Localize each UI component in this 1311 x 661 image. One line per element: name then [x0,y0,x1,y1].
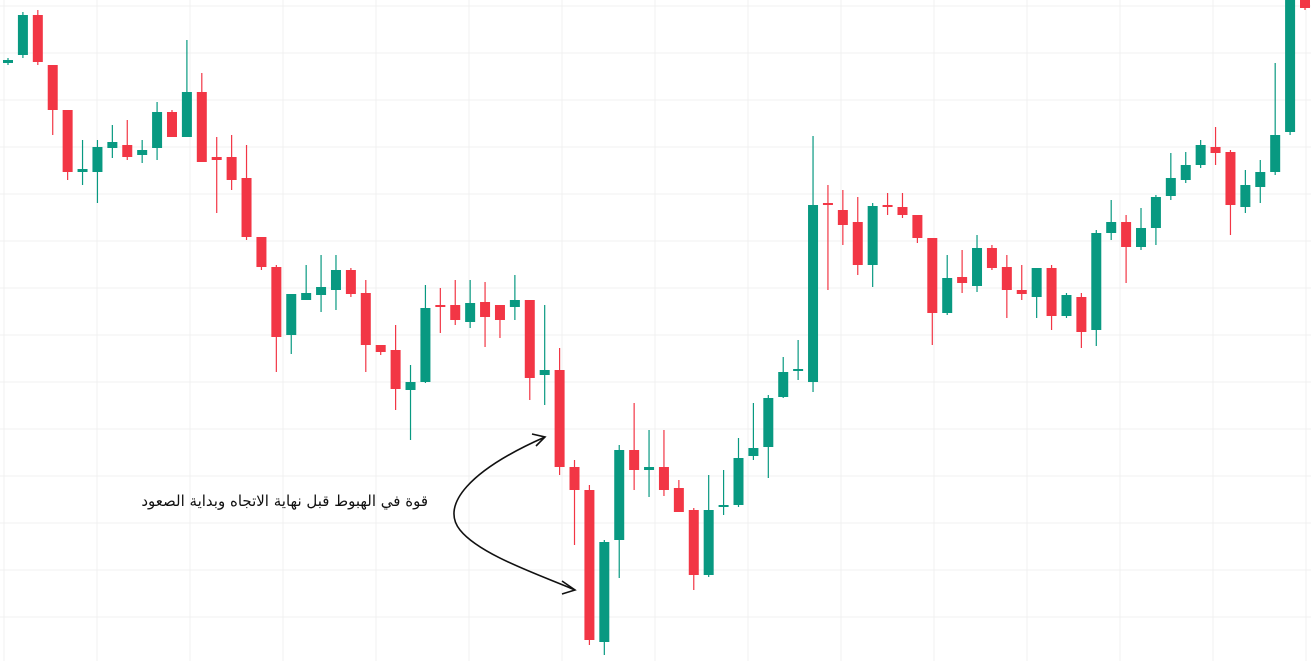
candle-body [852,222,863,265]
candle-body [644,467,655,470]
candle-body [480,302,491,317]
candle-body [420,308,431,382]
candle-body [92,147,103,172]
candle-body [867,206,878,265]
candle-body [435,305,446,307]
candle-body [1121,222,1132,247]
candle-body [897,207,908,215]
candle-body [107,142,118,148]
candle-body [1225,152,1236,205]
candle-body [629,450,640,470]
candle-body [330,270,341,290]
candle-body [271,267,282,337]
candle-body [1016,290,1027,294]
candle-body [1285,0,1296,132]
candle-body [942,278,953,313]
candle-body [465,303,476,322]
candle-body [1031,268,1042,297]
candle-body [1061,295,1072,316]
candle-body [301,293,312,300]
candle-body [509,300,520,307]
candle-body [986,248,997,268]
candle-body [450,305,461,320]
annotation-arrow [453,436,576,591]
candle-body [1255,172,1266,187]
candle-body [494,305,505,320]
candle-body [539,370,550,375]
candle-body [77,169,88,172]
candle-body [137,150,148,155]
candle-body [733,458,744,505]
candle-body [166,112,177,137]
candle-body [286,294,297,335]
candle-body [569,467,580,490]
candle-body [375,345,386,352]
candle-body [1136,228,1147,247]
candle-body [1046,268,1057,316]
candle-body [152,112,163,148]
candle-body [658,467,669,490]
candle-body [3,60,13,63]
candle-body [1150,197,1161,228]
candle-body [748,448,759,456]
candle-body [122,145,133,157]
candle-body [763,398,774,447]
candle-body [957,277,968,283]
candle-body [1300,0,1310,8]
candle-body [1270,135,1281,172]
candle-body [241,178,252,237]
candle-body [17,15,28,55]
candle-body [703,510,714,575]
candle-body [1165,178,1176,196]
candle-body [614,450,625,540]
annotation: قوة في الهبوط قبل نهاية الاتجاه وبداية ا… [141,492,428,511]
arrow-head [561,580,577,595]
candle-body [181,92,192,137]
candle-body [584,490,595,640]
candle-body [1076,297,1087,332]
candle-body [837,210,848,225]
candle-body [62,110,73,172]
candle-body [778,372,789,397]
candle-body [211,157,222,160]
candle-body [688,510,699,575]
candle-body [360,293,371,345]
candle-body [47,65,58,110]
candle-body [1240,185,1251,207]
candle-body [808,205,819,382]
candle-body [32,15,43,62]
candle-body [793,369,804,371]
candle-body [1210,147,1221,153]
candle-body [524,300,535,378]
candle-body [972,248,983,286]
candle-body [927,238,938,313]
candle-body [316,287,327,295]
candle-body [1195,145,1206,165]
candles [3,0,1310,655]
candle-body [1106,222,1117,233]
candle-body [1091,233,1102,330]
candle-body [599,542,610,642]
candle-body [554,370,565,467]
candle-body [405,382,416,390]
candle-body [673,488,684,512]
candle-body [226,157,237,180]
candle-body [1001,267,1012,290]
candle-body [390,350,401,389]
candle-body [1180,165,1191,180]
candle-body [822,203,833,205]
candle-body [256,237,267,267]
candle-body [882,205,893,207]
candle-body [718,505,729,507]
arrow-head [531,433,547,447]
candle-body [196,92,207,162]
candle-body [912,215,923,238]
candle-body [345,270,356,294]
